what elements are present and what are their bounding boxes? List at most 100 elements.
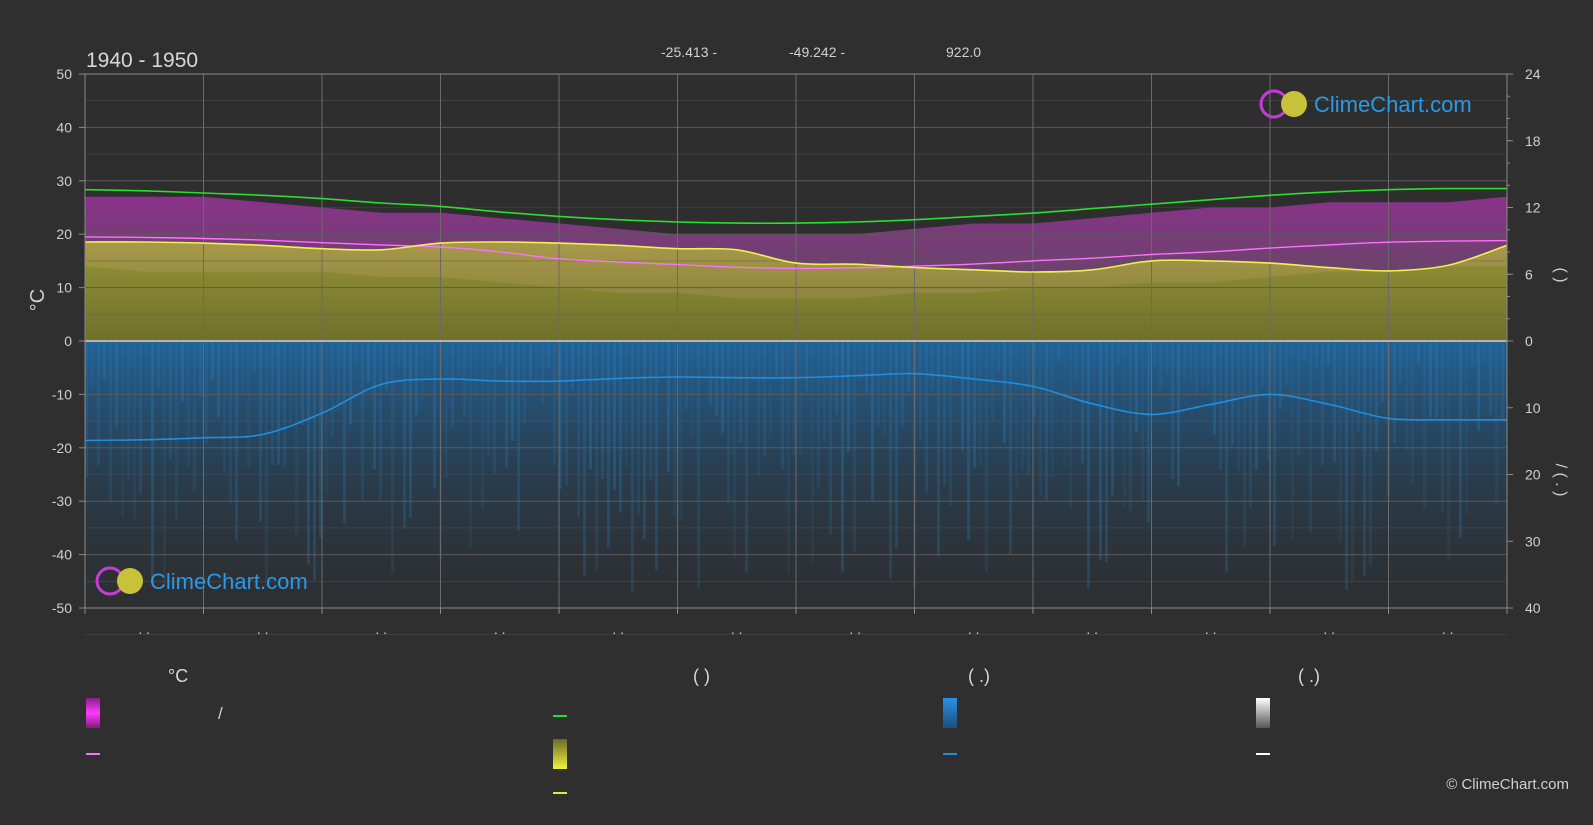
precip-stripe bbox=[1111, 341, 1114, 497]
precip-stripe bbox=[1261, 341, 1264, 387]
precip-stripe bbox=[1177, 341, 1180, 487]
precip-stripe bbox=[781, 341, 784, 470]
precip-stripe bbox=[1213, 341, 1216, 436]
precip-stripe bbox=[1405, 341, 1408, 452]
precip-stripe bbox=[937, 341, 940, 557]
precip-stripe bbox=[547, 341, 550, 368]
precip-stripe bbox=[817, 341, 820, 489]
precip-stripe bbox=[961, 341, 964, 451]
precip-stripe bbox=[355, 341, 358, 363]
brand-logo-bottom: ClimeChart.com bbox=[95, 566, 308, 596]
precip-stripe bbox=[613, 341, 616, 491]
precip-stripe bbox=[1039, 341, 1042, 496]
precip-stripe bbox=[151, 341, 154, 584]
precip-stripe bbox=[103, 341, 106, 380]
precip-stripe bbox=[1015, 341, 1018, 490]
precip-stripe bbox=[709, 341, 712, 405]
precip-stripe bbox=[1129, 341, 1132, 511]
precip-stripe bbox=[85, 341, 88, 478]
precip-stripe bbox=[1141, 341, 1144, 503]
x-tick-label: . . bbox=[257, 621, 269, 637]
precip-stripe bbox=[469, 341, 472, 549]
precip-stripe bbox=[595, 341, 598, 571]
precip-stripe bbox=[721, 341, 724, 434]
precip-stripe bbox=[751, 341, 754, 382]
precip-stripe bbox=[217, 341, 220, 418]
precip-stripe bbox=[637, 341, 640, 516]
precip-stripe bbox=[403, 341, 406, 529]
y-left-tick-label: -30 bbox=[52, 493, 72, 509]
precip-stripe bbox=[1375, 341, 1378, 452]
chart-axes: 50 40 30 20 10 0 -10 -20 -30 -40 -50 24 18 12 6 0 10 20 30… bbox=[52, 66, 1541, 637]
precip-stripe bbox=[187, 341, 190, 467]
precip-stripe bbox=[943, 341, 946, 486]
legend-head-precipitation: ( .) bbox=[968, 666, 990, 686]
precip-stripe bbox=[1483, 341, 1486, 365]
daylight-line bbox=[84, 187, 1508, 225]
precip-stripe bbox=[1303, 341, 1306, 362]
precip-stripe bbox=[1243, 341, 1246, 547]
precip-stripe bbox=[1399, 341, 1402, 383]
precip-stripe bbox=[1057, 341, 1060, 362]
precip-stripe bbox=[907, 341, 910, 393]
precip-stripe bbox=[859, 341, 862, 382]
precip-stripe bbox=[1429, 341, 1432, 418]
x-tick-label: . . bbox=[138, 621, 150, 637]
precip-stripe bbox=[529, 341, 532, 380]
precip-stripe bbox=[265, 341, 268, 588]
precip-stripe bbox=[1465, 341, 1468, 517]
precip-stripe bbox=[697, 341, 700, 589]
precip-stripe bbox=[565, 341, 568, 487]
precip-stripe bbox=[1363, 341, 1366, 576]
precip-stripe bbox=[343, 341, 346, 524]
precip-stripe bbox=[463, 341, 466, 416]
logo-sun-icon bbox=[1281, 91, 1307, 117]
precip-stripe bbox=[289, 341, 292, 424]
legend-head-sunshine: ( ) bbox=[693, 666, 710, 686]
x-tick-label: . . bbox=[1205, 621, 1217, 637]
precip-stripe bbox=[619, 341, 622, 512]
precip-stripe bbox=[1117, 341, 1120, 366]
precipitation-line bbox=[84, 372, 1508, 442]
legend-head-snow: ( .) bbox=[1298, 666, 1320, 686]
precip-stripe bbox=[589, 341, 592, 470]
x-tick-label: . . bbox=[1442, 621, 1454, 637]
precip-stripe bbox=[1279, 341, 1282, 409]
precip-stripe bbox=[733, 341, 736, 558]
precip-stripe bbox=[391, 341, 394, 574]
precip-stripe bbox=[559, 341, 562, 489]
precip-stripe bbox=[409, 341, 412, 518]
y-right-bottom-tick-label: 30 bbox=[1525, 533, 1541, 549]
precip-stripe bbox=[1069, 341, 1072, 508]
legend-head-temperature: °C bbox=[168, 666, 189, 686]
precip-stripe bbox=[157, 341, 160, 390]
precip-stripe bbox=[865, 341, 868, 393]
x-tick-label: . . bbox=[849, 621, 861, 637]
precip-stripe bbox=[1249, 341, 1252, 507]
legend-line-snow-mean bbox=[1256, 753, 1270, 755]
precip-stripe bbox=[517, 341, 520, 531]
elevation-label: 922.0 bbox=[946, 44, 981, 60]
precip-stripe bbox=[397, 341, 400, 367]
precip-stripe bbox=[643, 341, 646, 539]
precip-stripe bbox=[91, 341, 94, 389]
y-right-bottom-tick-label: 20 bbox=[1525, 467, 1541, 483]
precip-stripe bbox=[325, 341, 328, 493]
precip-stripe bbox=[493, 341, 496, 475]
precip-stripe bbox=[223, 341, 226, 473]
precip-stripe bbox=[667, 341, 670, 472]
precip-stripe bbox=[1045, 341, 1048, 500]
precip-stripe bbox=[133, 341, 136, 521]
precip-stripe bbox=[451, 341, 454, 428]
precip-stripe bbox=[799, 341, 802, 454]
x-tick-label: . . bbox=[1323, 621, 1335, 637]
precip-stripe bbox=[1393, 341, 1396, 443]
precip-stripe bbox=[1357, 341, 1360, 433]
precip-stripe bbox=[1255, 341, 1258, 471]
precip-stripe bbox=[925, 341, 928, 493]
precip-stripe bbox=[553, 341, 556, 466]
y-right-top-tick-label: 12 bbox=[1525, 200, 1541, 216]
series-lines bbox=[84, 187, 1508, 442]
y-left-tick-label: 10 bbox=[56, 280, 72, 296]
